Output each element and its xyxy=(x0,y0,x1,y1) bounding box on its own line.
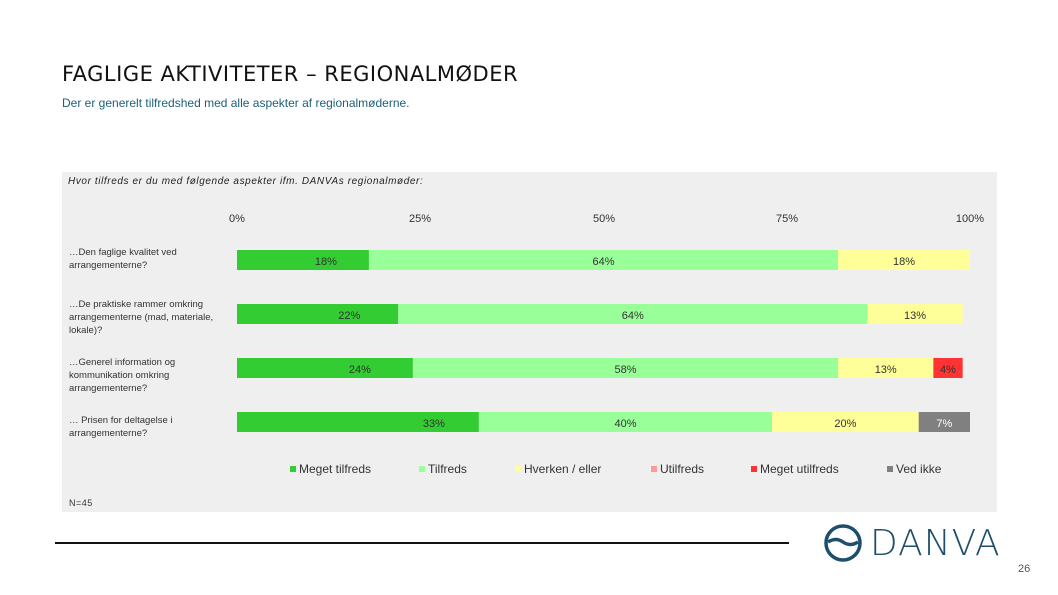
legend-swatch xyxy=(751,466,757,472)
x-tick-label: 50% xyxy=(592,213,616,225)
legend-label: Utilfreds xyxy=(660,462,705,476)
legend-label: Tilfreds xyxy=(428,462,467,476)
legend-label: Ved ikke xyxy=(896,462,942,476)
danva-logo: DANVA xyxy=(822,522,1001,564)
x-tick-label: 75% xyxy=(775,213,799,225)
legend-swatch xyxy=(419,466,425,472)
legend-label: Meget tilfreds xyxy=(299,462,372,476)
legend-item: Hverken / eller xyxy=(515,462,601,476)
legend-item: Meget tilfreds xyxy=(290,462,371,476)
legend-label: Meget utilfreds xyxy=(760,462,839,476)
page-number: 26 xyxy=(1018,563,1031,575)
x-tick-label: 100% xyxy=(955,213,985,225)
chart-question: Hvor tilfreds er du med følgende aspekte… xyxy=(68,176,424,187)
legend-item: Ved ikke xyxy=(887,462,941,476)
danva-logo-icon xyxy=(824,524,862,562)
legend-item: Tilfreds xyxy=(419,462,467,476)
legend-swatch xyxy=(651,466,657,472)
legend-item: Meget utilfreds xyxy=(751,462,839,476)
x-tick-label: 25% xyxy=(408,213,432,225)
x-tick-label: 0% xyxy=(229,213,245,225)
legend-label: Hverken / eller xyxy=(524,462,602,476)
footer-divider xyxy=(55,542,789,544)
category-label: …Den faglige kvalitet ved arrangementern… xyxy=(69,247,177,271)
category-label: …Generel information og kommunikation om… xyxy=(69,357,176,394)
category-label: … Prisen for deltagelse i arrangementern… xyxy=(69,415,173,439)
category-label: …De praktiske rammer omkring arrangement… xyxy=(69,299,214,336)
page-title: FAGLIGE AKTIVITETER – REGIONALMØDER xyxy=(62,62,519,86)
sample-size-note: N=45 xyxy=(69,498,93,508)
legend-item: Utilfreds xyxy=(651,462,704,476)
chart-panel xyxy=(62,172,997,512)
legend-swatch xyxy=(515,466,521,472)
legend-swatch xyxy=(290,466,296,472)
logo-text: DANVA xyxy=(870,522,1001,564)
page-subtitle: Der er generelt tilfredshed med alle asp… xyxy=(62,96,410,110)
legend-swatch xyxy=(887,466,893,472)
